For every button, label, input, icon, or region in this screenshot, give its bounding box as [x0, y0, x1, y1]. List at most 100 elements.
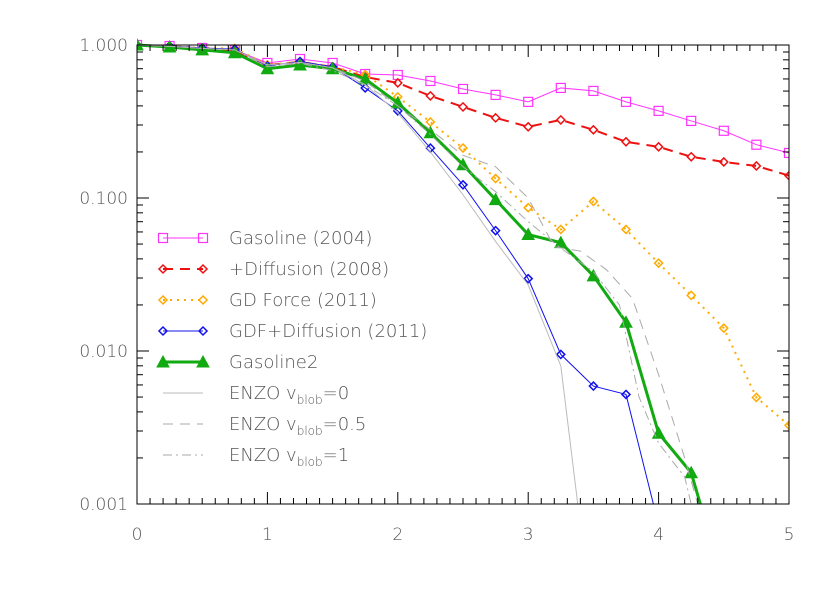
- x-tick-label: 0: [132, 525, 143, 545]
- legend-label: ENZO vblob=0.5: [229, 414, 366, 438]
- legend-label: GD Force (2011): [229, 290, 377, 311]
- legend-item: GDF+Diffusion (2011): [157, 321, 427, 342]
- diamond-marker: [620, 136, 632, 147]
- legend-item: +Diffusion (2008): [157, 259, 389, 280]
- series-5: [137, 37, 702, 504]
- legend-item: Gasoline (2004): [157, 228, 372, 249]
- diamond-marker: [686, 151, 697, 162]
- legend-label: ENZO vblob=0: [229, 383, 349, 407]
- series-8: [137, 44, 692, 504]
- diamond-marker: [523, 121, 534, 132]
- triangle-marker: [196, 354, 210, 368]
- triangle-marker: [423, 125, 438, 139]
- diamond-marker: [490, 173, 501, 184]
- diamond-marker: [490, 225, 501, 236]
- y-tick-label: 0.010: [79, 342, 128, 362]
- series-line: [137, 44, 699, 504]
- y-tick-label: 0.001: [79, 495, 128, 515]
- triangle-marker: [293, 57, 307, 71]
- x-tick-label: 4: [653, 525, 664, 545]
- y-tick-label: 0.100: [79, 189, 128, 209]
- axes: 0 1 2 3 4 5 1.000 0.100 0.010 0.001: [79, 36, 794, 545]
- diamond-marker: [783, 170, 789, 181]
- x-tick-label: 3: [523, 525, 534, 545]
- legend-item: Gasoline2: [156, 352, 318, 373]
- series-line: [137, 43, 702, 504]
- diamond-marker: [157, 325, 169, 337]
- legend-label: Gasoline2: [229, 352, 318, 373]
- diamond-marker: [197, 263, 209, 275]
- diamond-marker: [686, 290, 697, 301]
- diamond-marker: [620, 224, 632, 235]
- diamond-marker: [555, 224, 566, 235]
- square-marker: [490, 89, 501, 100]
- triangle-marker: [521, 227, 536, 241]
- legend: Gasoline (2004) +Diffusion (2008) GD Force…: [156, 228, 427, 469]
- diamond-marker: [588, 380, 599, 392]
- legend-item: ENZO vblob=0: [163, 383, 349, 407]
- square-marker: [718, 125, 729, 136]
- diamond-marker: [490, 112, 501, 123]
- x-tick-label: 1: [262, 525, 273, 545]
- diamond-marker: [718, 156, 729, 168]
- series-line: [137, 44, 692, 504]
- series-layer: [137, 37, 789, 504]
- triangle-marker: [684, 465, 699, 479]
- series-4: [137, 39, 654, 504]
- triangle-marker: [227, 45, 242, 59]
- diamond-marker: [653, 258, 664, 269]
- triangle-marker: [456, 157, 470, 171]
- legend-item: ENZO vblob=0.5: [163, 414, 366, 438]
- diamond-marker: [751, 392, 762, 403]
- diamond-marker: [523, 273, 534, 284]
- diamond-marker: [555, 114, 566, 125]
- diamond-marker: [523, 202, 534, 213]
- x-tick-label: 5: [784, 525, 795, 545]
- triangle-marker: [156, 354, 170, 368]
- diamond-marker: [588, 196, 599, 207]
- diamond-marker: [457, 143, 469, 154]
- square-marker: [197, 232, 209, 244]
- diamond-marker: [425, 90, 436, 101]
- diamond-marker: [457, 101, 469, 112]
- square-marker: [620, 96, 632, 107]
- square-marker: [457, 83, 469, 95]
- series-line: [137, 44, 654, 504]
- legend-label: Gasoline (2004): [229, 228, 372, 249]
- diamond-marker: [157, 263, 169, 275]
- diamond-marker: [197, 325, 209, 337]
- triangle-marker: [488, 192, 503, 206]
- square-marker: [157, 232, 169, 244]
- diamond-marker: [457, 179, 469, 190]
- diamond-marker: [157, 294, 169, 306]
- legend-item: ENZO vblob=1: [163, 445, 349, 469]
- legend-label: +Diffusion (2008): [229, 259, 389, 280]
- series-7: [137, 44, 699, 504]
- square-marker: [686, 115, 697, 127]
- diamond-marker: [197, 294, 209, 306]
- diamond-marker: [392, 105, 403, 116]
- diamond-marker: [783, 420, 789, 431]
- diamond-marker: [718, 323, 729, 334]
- square-marker: [555, 82, 566, 94]
- series-line: [137, 44, 789, 154]
- square-marker: [783, 147, 789, 159]
- x-tick-label: 2: [392, 525, 403, 545]
- triangle-marker: [358, 71, 373, 85]
- square-marker: [425, 75, 436, 87]
- square-marker: [523, 96, 534, 107]
- diamond-marker: [425, 116, 436, 128]
- series-line: [137, 44, 789, 177]
- triangle-marker: [390, 95, 405, 109]
- legend-label: ENZO vblob=1: [229, 445, 349, 469]
- legend-item: GD Force (2011): [157, 290, 377, 311]
- legend-label: GDF+Diffusion (2011): [229, 321, 427, 342]
- diamond-marker: [751, 160, 762, 172]
- triangle-marker: [260, 61, 275, 75]
- square-marker: [751, 139, 762, 150]
- square-marker: [588, 85, 599, 97]
- square-marker: [653, 105, 664, 116]
- diamond-marker: [555, 349, 566, 360]
- y-tick-label: 1.000: [79, 36, 128, 56]
